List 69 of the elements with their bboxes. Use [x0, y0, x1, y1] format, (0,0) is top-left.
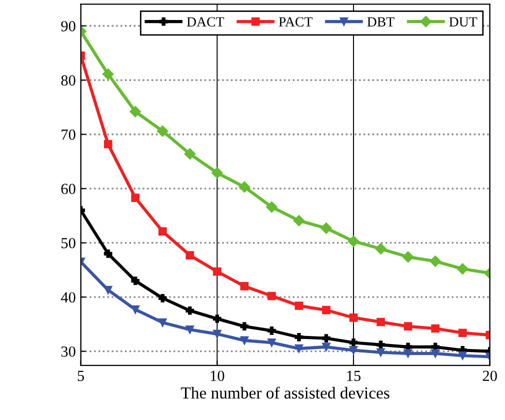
point [186, 325, 194, 334]
point [322, 334, 330, 342]
y-tick-label: 60 [61, 184, 76, 194]
y-tick-label: 50 [62, 238, 76, 248]
point [458, 328, 467, 338]
point [238, 181, 250, 193]
y-tick-label: 90 [61, 21, 76, 32]
point [212, 330, 222, 338]
point [130, 106, 141, 118]
point [456, 263, 468, 274]
point [376, 318, 385, 326]
point [266, 201, 278, 213]
point [102, 68, 114, 80]
y-tick-label: 70 [62, 130, 76, 140]
point [349, 338, 358, 347]
point [186, 251, 194, 260]
point [212, 267, 222, 276]
point [184, 148, 196, 160]
point [131, 194, 140, 202]
x-tick-label: 15 [347, 370, 361, 382]
point [131, 276, 140, 285]
point [186, 306, 194, 315]
point [158, 294, 167, 302]
point [240, 282, 249, 290]
point [320, 222, 332, 234]
legend-label: DACT [186, 17, 224, 27]
x-axis-title: The number of assisted devices [181, 386, 390, 399]
legend-label: DBT [367, 17, 394, 26]
point [430, 256, 441, 267]
point [212, 167, 223, 178]
point [404, 349, 412, 358]
point [212, 314, 222, 323]
point [104, 140, 112, 148]
point [349, 314, 358, 322]
y-tick-label: 80 [61, 75, 76, 86]
y-tick-label: 40 [60, 292, 76, 303]
point [158, 227, 167, 236]
point [349, 346, 358, 354]
point [431, 349, 440, 358]
y-tick-label: 30 [61, 346, 76, 357]
legend-label: DUT [449, 17, 478, 27]
point [294, 333, 304, 342]
x-tick-label: 20 [482, 370, 497, 382]
legend-label: PACT [278, 17, 312, 27]
point [158, 318, 167, 327]
point [322, 342, 330, 352]
x-tick-label: 10 [210, 370, 224, 382]
point [431, 324, 440, 333]
point [293, 214, 305, 226]
point [268, 338, 276, 347]
point [268, 292, 276, 300]
point [348, 236, 360, 247]
point [375, 243, 386, 254]
point [458, 351, 467, 360]
point [268, 326, 276, 335]
point [402, 251, 414, 263]
point [240, 336, 249, 345]
point [294, 302, 304, 310]
x-tick-label: 5 [78, 370, 84, 382]
point [157, 126, 168, 137]
point [294, 344, 304, 353]
point [131, 305, 140, 314]
point [322, 306, 330, 314]
point [104, 250, 112, 258]
point [240, 322, 249, 331]
point [104, 286, 112, 294]
point [376, 348, 385, 357]
point [404, 322, 412, 331]
point [376, 340, 385, 349]
